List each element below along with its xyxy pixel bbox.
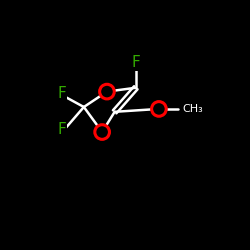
Circle shape [152,102,166,116]
Text: F: F [132,55,140,70]
Text: F: F [57,122,66,137]
Circle shape [100,84,114,99]
Text: F: F [57,86,66,101]
Circle shape [95,125,110,139]
Text: CH₃: CH₃ [182,104,203,114]
